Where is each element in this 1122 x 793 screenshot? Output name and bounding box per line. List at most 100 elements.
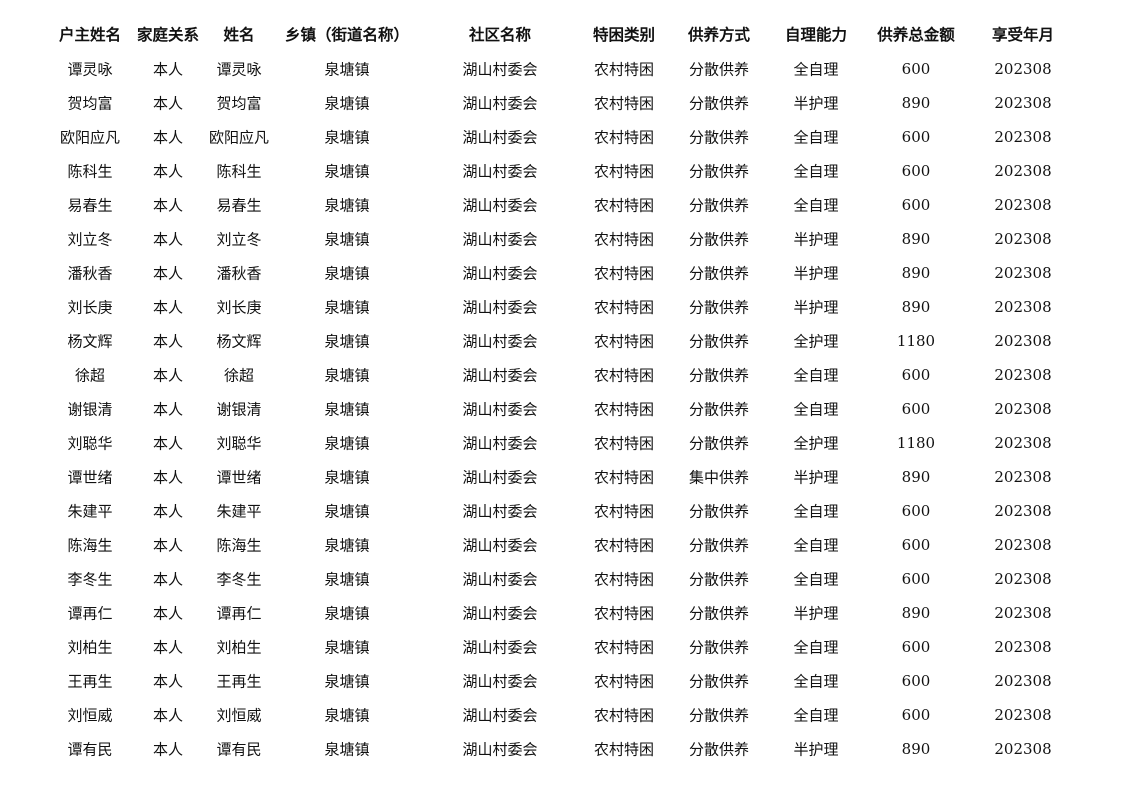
table-cell-community: 湖山村委会: [462, 366, 538, 385]
table-cell-community: 湖山村委会: [462, 60, 538, 79]
table-cell-support-method: 分散供养: [688, 570, 750, 589]
table-cell-category: 农村特困: [593, 230, 655, 249]
table-cell-household-head-name: 王再生: [67, 672, 113, 691]
table-cell-township: 泉塘镇: [324, 264, 370, 283]
table-cell-household-head-name: 谭世绪: [67, 468, 113, 487]
table-cell-support-amount: 600: [901, 60, 931, 78]
table-cell-household-head-name: 刘长庚: [67, 298, 113, 317]
table-cell-family-relation: 本人: [152, 604, 184, 623]
table-cell-self-care-ability: 全自理: [793, 638, 839, 657]
table-cell-support-amount: 890: [901, 604, 931, 622]
table-cell-household-head-name: 杨文辉: [67, 332, 113, 351]
table-cell-household-head-name: 李冬生: [67, 570, 113, 589]
table-cell-category: 农村特困: [593, 604, 655, 623]
table-cell-township: 泉塘镇: [324, 502, 370, 521]
table-cell-support-method: 分散供养: [688, 298, 750, 317]
table-cell-household-head-name: 谭灵咏: [67, 60, 113, 79]
table-cell-year-month: 202308: [994, 264, 1052, 282]
table-cell-name: 易春生: [216, 196, 262, 215]
table-cell-self-care-ability: 全自理: [793, 400, 839, 419]
table-cell-category: 农村特困: [593, 468, 655, 487]
table-cell-community: 湖山村委会: [462, 298, 538, 317]
table-cell-township: 泉塘镇: [324, 128, 370, 147]
table-cell-community: 湖山村委会: [462, 264, 538, 283]
table-cell-year-month: 202308: [994, 502, 1052, 520]
table-cell-name: 潘秋香: [216, 264, 262, 283]
table-cell-support-amount: 600: [901, 638, 931, 656]
table-cell-support-amount: 600: [901, 162, 931, 180]
table-cell-support-amount: 600: [901, 400, 931, 418]
table-cell-support-method: 集中供养: [688, 468, 750, 487]
table-cell-name: 陈海生: [216, 536, 262, 555]
table-cell-township: 泉塘镇: [324, 94, 370, 113]
table-cell-family-relation: 本人: [152, 264, 184, 283]
table-cell-household-head-name: 陈海生: [67, 536, 113, 555]
table-cell-township: 泉塘镇: [324, 638, 370, 657]
column-header-support-method: 供养方式: [687, 26, 751, 44]
column-header-household-head-name: 户主姓名: [58, 26, 122, 44]
table-cell-year-month: 202308: [994, 94, 1052, 112]
table-cell-name: 刘柏生: [216, 638, 262, 657]
table-cell-township: 泉塘镇: [324, 706, 370, 725]
table-cell-year-month: 202308: [994, 468, 1052, 486]
column-header-family-relation: 家庭关系: [136, 26, 200, 44]
table-cell-township: 泉塘镇: [324, 230, 370, 249]
table-cell-category: 农村特困: [593, 366, 655, 385]
table-cell-year-month: 202308: [994, 400, 1052, 418]
table-cell-household-head-name: 贺均富: [67, 94, 113, 113]
table-cell-family-relation: 本人: [152, 740, 184, 759]
column-header-township: 乡镇（街道名称）: [284, 26, 410, 44]
table-cell-support-amount: 890: [901, 740, 931, 758]
table-cell-category: 农村特困: [593, 536, 655, 555]
table-cell-township: 泉塘镇: [324, 570, 370, 589]
table-cell-support-method: 分散供养: [688, 740, 750, 759]
table-cell-household-head-name: 谢银清: [67, 400, 113, 419]
table-cell-support-method: 分散供养: [688, 706, 750, 725]
table-cell-household-head-name: 刘立冬: [67, 230, 113, 249]
table-cell-household-head-name: 欧阳应凡: [59, 128, 121, 147]
table-cell-household-head-name: 潘秋香: [67, 264, 113, 283]
table-cell-year-month: 202308: [994, 230, 1052, 248]
table-cell-township: 泉塘镇: [324, 604, 370, 623]
table-cell-self-care-ability: 全自理: [793, 502, 839, 521]
table-cell-year-month: 202308: [994, 60, 1052, 78]
table-cell-self-care-ability: 半护理: [793, 230, 839, 249]
table-cell-year-month: 202308: [994, 196, 1052, 214]
table-cell-support-amount: 600: [901, 366, 931, 384]
table-cell-year-month: 202308: [994, 706, 1052, 724]
table-cell-name: 谭再仁: [216, 604, 262, 623]
table-cell-category: 农村特困: [593, 502, 655, 521]
table-cell-township: 泉塘镇: [324, 332, 370, 351]
table-cell-support-method: 分散供养: [688, 366, 750, 385]
table-cell-community: 湖山村委会: [462, 536, 538, 555]
table-cell-name: 陈科生: [216, 162, 262, 181]
table-cell-township: 泉塘镇: [324, 434, 370, 453]
table-cell-household-head-name: 谭有民: [67, 740, 113, 759]
table-cell-self-care-ability: 半护理: [793, 264, 839, 283]
table-cell-family-relation: 本人: [152, 468, 184, 487]
table-cell-support-amount: 600: [901, 570, 931, 588]
table-cell-year-month: 202308: [994, 298, 1052, 316]
table-cell-community: 湖山村委会: [462, 400, 538, 419]
table-cell-community: 湖山村委会: [462, 468, 538, 487]
table-cell-category: 农村特困: [593, 638, 655, 657]
table-cell-support-amount: 1180: [896, 332, 936, 350]
column-header-support-amount: 供养总金额: [877, 26, 955, 44]
table-cell-community: 湖山村委会: [462, 332, 538, 351]
table-cell-name: 刘聪华: [216, 434, 262, 453]
table-cell-community: 湖山村委会: [462, 638, 538, 657]
table-cell-name: 谢银清: [216, 400, 262, 419]
table-cell-self-care-ability: 全护理: [793, 332, 839, 351]
table-cell-category: 农村特困: [593, 740, 655, 759]
table-cell-support-method: 分散供养: [688, 162, 750, 181]
table-cell-family-relation: 本人: [152, 298, 184, 317]
table-cell-support-method: 分散供养: [688, 128, 750, 147]
table-cell-household-head-name: 刘柏生: [67, 638, 113, 657]
table-cell-support-amount: 890: [901, 94, 931, 112]
table-cell-support-amount: 890: [901, 230, 931, 248]
table-cell-self-care-ability: 全自理: [793, 162, 839, 181]
table-cell-year-month: 202308: [994, 162, 1052, 180]
table-cell-year-month: 202308: [994, 604, 1052, 622]
table-cell-support-method: 分散供养: [688, 196, 750, 215]
table-cell-community: 湖山村委会: [462, 672, 538, 691]
